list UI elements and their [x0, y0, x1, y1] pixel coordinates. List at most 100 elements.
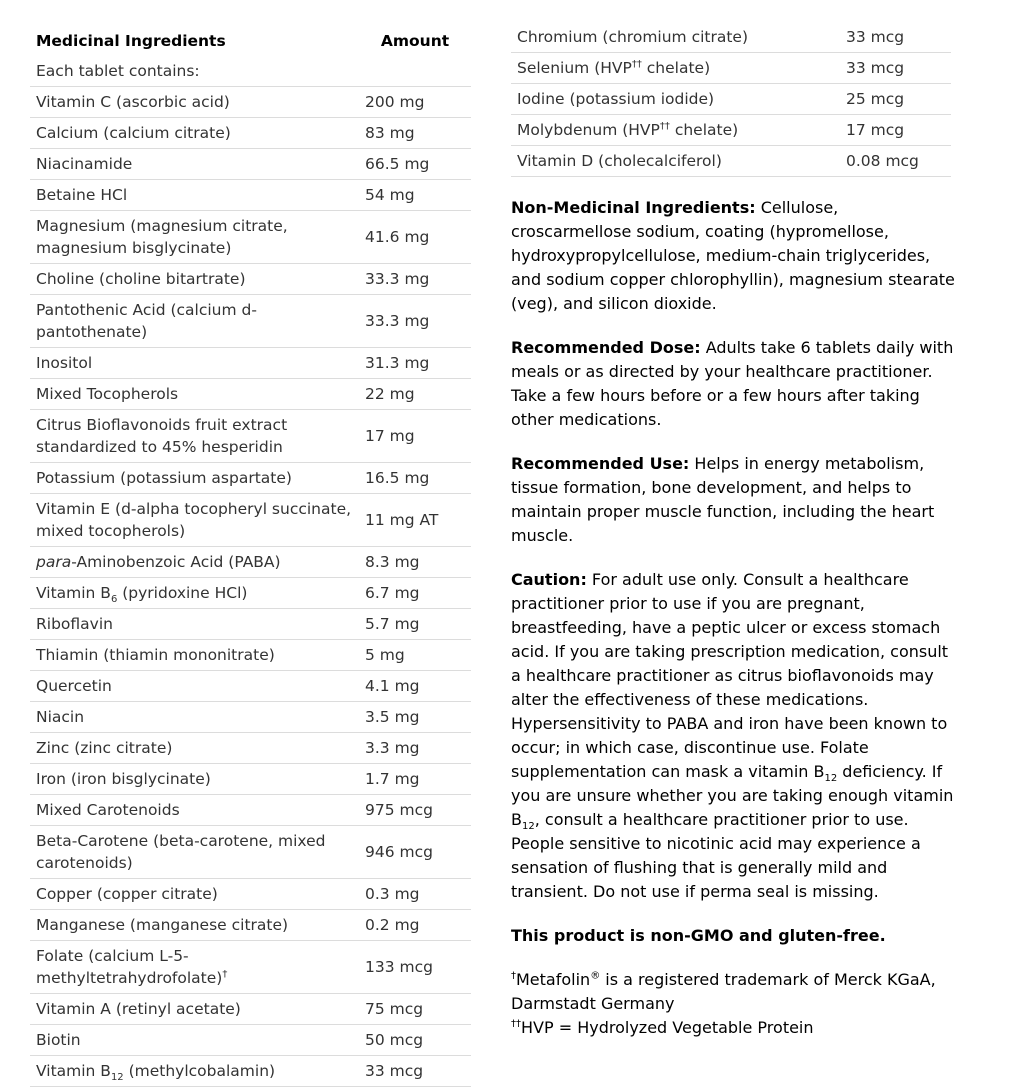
- ingredient-amount: 1.7 mg: [359, 763, 471, 795]
- ingredient-amount: 17 mg: [359, 409, 471, 463]
- section: Recommended Use: Helps in energy metabol…: [511, 452, 961, 548]
- ingredient-amount: 33.3 mg: [359, 294, 471, 348]
- medicinal-table: Medicinal Ingredients Amount Each tablet c…: [30, 26, 471, 1087]
- ingredient-amount: 33.3 mg: [359, 263, 471, 295]
- section: Recommended Dose: Adults take 6 tablets …: [511, 336, 961, 432]
- text: (methylcobalamin): [123, 1062, 276, 1080]
- ingredient-name: Mixed Tocopherols: [30, 378, 359, 410]
- text: HVP = Hydrolyzed Vegetable Protein: [521, 1018, 814, 1037]
- text: For adult use only. Consult a healthcare…: [511, 570, 949, 781]
- ingredient-row: Chromium (chromium citrate) 33 mcg: [511, 22, 951, 53]
- ingredient-name: Vitamin D (cholecalciferol): [511, 145, 840, 177]
- ingredient-amount: 975 mcg: [359, 794, 471, 826]
- ingredient-name: Beta-Carotene (beta-carotene, mixed caro…: [30, 825, 359, 879]
- text: Selenium (HVP: [517, 59, 632, 77]
- ingredient-name: Calcium (calcium citrate): [30, 117, 359, 149]
- text: Vitamin E (d-alpha tocopheryl succinate,…: [36, 500, 352, 540]
- ingredient-row: para-Aminobenzoic Acid (PABA) 8.3 mg: [30, 546, 471, 578]
- sup: ††: [659, 120, 670, 132]
- text: Iron (iron bisglycinate): [36, 770, 211, 788]
- ingredient-name: Inositol: [30, 347, 359, 379]
- section: Caution: For adult use only. Consult a h…: [511, 568, 961, 904]
- sub: 12: [824, 773, 838, 785]
- ingredient-row: Folate (calcium L-5-methyltetrahydrofola…: [30, 940, 471, 994]
- ingredient-amount: 0.08 mcg: [840, 145, 951, 177]
- ingredient-name: Vitamin A (retinyl acetate): [30, 993, 359, 1025]
- ingredient-row: Molybdenum (HVP†† chelate) 17 mcg: [511, 114, 951, 146]
- product-info: Non-Medicinal Ingredients: Cellulose, cr…: [511, 196, 961, 1060]
- ingredient-name: Potassium (potassium aspartate): [30, 462, 359, 494]
- ingredient-name: Pantothenic Acid (calcium d-pantothenate…: [30, 294, 359, 348]
- text: Niacin: [36, 708, 85, 726]
- sub: 12: [110, 1072, 124, 1084]
- ingredient-row: Vitamin B12 (methylcobalamin) 33 mcg: [30, 1055, 471, 1087]
- ingredient-amount: 11 mg AT: [359, 493, 471, 547]
- text: Biotin: [36, 1031, 81, 1049]
- ingredient-amount: 33 mcg: [840, 52, 951, 84]
- section-label: Recommended Use:: [511, 454, 690, 473]
- ingredient-amount: 0.3 mg: [359, 878, 471, 910]
- section-label: Recommended Dose:: [511, 338, 701, 357]
- ingredient-row: Iodine (potassium iodide) 25 mcg: [511, 83, 951, 115]
- text: Choline (choline bitartrate): [36, 270, 246, 288]
- ingredient-row: Manganese (manganese citrate) 0.2 mg: [30, 909, 471, 941]
- ingredient-row: Inositol 31.3 mg: [30, 347, 471, 379]
- text: chelate): [669, 121, 739, 139]
- intro-row: Each tablet contains:: [30, 56, 471, 87]
- ingredient-amount: 17 mcg: [840, 114, 951, 146]
- ingredient-row: Zinc (zinc citrate) 3.3 mg: [30, 732, 471, 764]
- ingredient-amount: 22 mg: [359, 378, 471, 410]
- ingredient-name: Manganese (manganese citrate): [30, 909, 359, 941]
- ingredient-row: Betaine HCl 54 mg: [30, 179, 471, 211]
- text: Mixed Carotenoids: [36, 801, 180, 819]
- text: Potassium (potassium aspartate): [36, 469, 292, 487]
- footnote: †Metafolin® is a registered trademark of…: [511, 968, 961, 1016]
- sup: ††: [631, 58, 642, 70]
- ingredient-name: Thiamin (thiamin mononitrate): [30, 639, 359, 671]
- footnote: ††HVP = Hydrolyzed Vegetable Protein: [511, 1016, 961, 1040]
- ingredient-row: Vitamin E (d-alpha tocopheryl succinate,…: [30, 493, 471, 547]
- text: Folate (calcium L-5-methyltetrahydrofola…: [36, 947, 223, 987]
- ingredient-name: Quercetin: [30, 670, 359, 702]
- text: Quercetin: [36, 677, 112, 695]
- ingredient-amount: 4.1 mg: [359, 670, 471, 702]
- text: Helps in energy metabolism, tissue forma…: [511, 454, 935, 545]
- text: Calcium (calcium citrate): [36, 124, 231, 142]
- ingredient-row: Vitamin A (retinyl acetate) 75 mcg: [30, 993, 471, 1025]
- ingredient-row: Potassium (potassium aspartate) 16.5 mg: [30, 462, 471, 494]
- ingredient-amount: 31.3 mg: [359, 347, 471, 379]
- ingredient-name: Vitamin E (d-alpha tocopheryl succinate,…: [30, 493, 359, 547]
- text: Vitamin C (ascorbic acid): [36, 93, 230, 111]
- ingredient-name: Iron (iron bisglycinate): [30, 763, 359, 795]
- text: chelate): [641, 59, 711, 77]
- footnotes: †Metafolin® is a registered trademark of…: [511, 968, 961, 1040]
- empty-cell: [359, 56, 471, 87]
- text: Molybdenum (HVP: [517, 121, 660, 139]
- ingredient-row: Biotin 50 mcg: [30, 1024, 471, 1056]
- note: This product is non-GMO and gluten-free.: [511, 926, 886, 945]
- ingredient-amount: 5 mg: [359, 639, 471, 671]
- text: Chromium (chromium citrate): [517, 28, 749, 46]
- ingredient-name: Choline (choline bitartrate): [30, 263, 359, 295]
- sub: 6: [110, 594, 118, 606]
- ingredient-row: Mixed Carotenoids 975 mcg: [30, 794, 471, 826]
- header-cell: Amount: [380, 32, 450, 50]
- ingredient-amount: 133 mcg: [359, 940, 471, 994]
- ingredient-row: Copper (copper citrate) 0.3 mg: [30, 878, 471, 910]
- ingredient-amount: 33 mcg: [840, 22, 951, 53]
- text: Pantothenic Acid (calcium d-pantothenate…: [36, 301, 257, 341]
- medicinal-table-continued: Chromium (chromium citrate) 33 mcg Seleniu…: [511, 22, 951, 177]
- text: Citrus Bioflavonoids fruit extract stand…: [36, 416, 288, 456]
- ingredient-row: Vitamin B6 (pyridoxine HCl) 6.7 mg: [30, 577, 471, 609]
- ingredient-amount: 50 mcg: [359, 1024, 471, 1056]
- ingredient-amount: 41.6 mg: [359, 210, 471, 264]
- text: , consult a healthcare practitioner prio…: [511, 810, 921, 901]
- ingredient-amount: 16.5 mg: [359, 462, 471, 494]
- ingredient-name: Niacinamide: [30, 148, 359, 180]
- section-label: Caution:: [511, 570, 587, 589]
- ingredient-amount: 0.2 mg: [359, 909, 471, 941]
- ingredient-amount: 8.3 mg: [359, 546, 471, 578]
- intro-cell: Each tablet contains:: [30, 56, 359, 87]
- ingredient-amount: 33 mcg: [359, 1055, 471, 1087]
- ingredient-amount: 75 mcg: [359, 993, 471, 1025]
